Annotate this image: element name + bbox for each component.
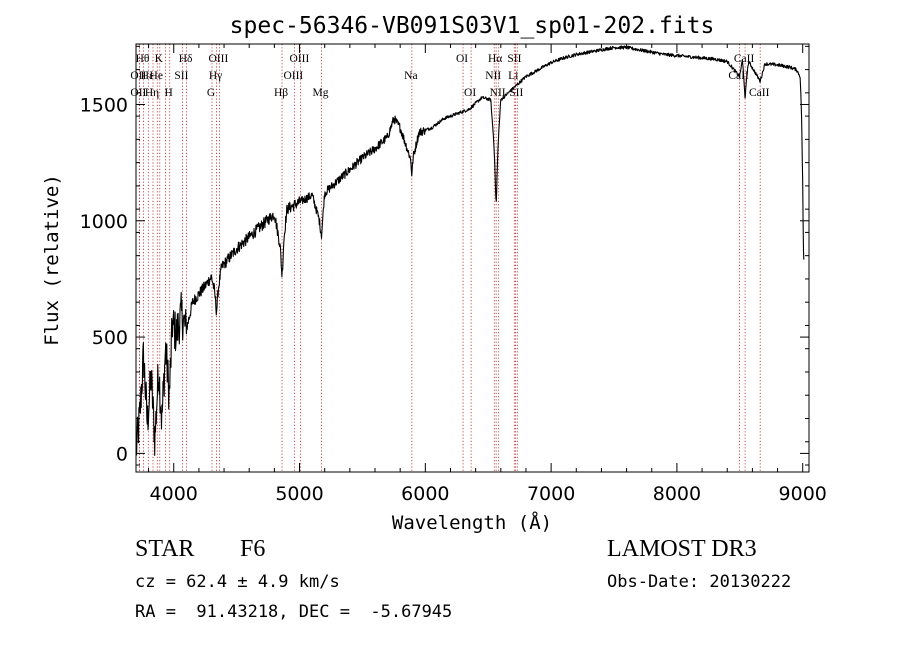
line-marker-label: OIII: [209, 53, 229, 65]
line-marker-label: OIII: [283, 70, 303, 82]
line-marker-label: OIII: [290, 53, 310, 65]
line-marker-label: He: [150, 70, 163, 82]
survey-name: LAMOST DR3: [607, 536, 757, 562]
coordinates-text: RA = 91.43218, DEC = -5.67945: [135, 602, 453, 622]
line-marker-labels: OIIOIIHθHεHηHeKHSIIHδGHγOIIIHβOIIIOIIIMg…: [130, 53, 769, 99]
line-marker-label: Hη: [145, 87, 159, 99]
line-marker-label: NII: [485, 70, 501, 82]
line-marker-label: CaII: [734, 53, 755, 65]
line-marker-label: Hθ: [136, 53, 150, 65]
redshift-text: cz = 62.4 ± 4.9 km/s: [135, 572, 340, 592]
x-axis-label: Wavelength (Å): [392, 511, 552, 534]
x-tick-label: 6000: [401, 483, 449, 505]
line-marker-label: K: [155, 53, 164, 65]
axis-tick-labels: 4000 5000 6000 7000 8000 9000 0 500 1000 1500: [80, 94, 827, 505]
line-marker-label: Hδ: [179, 53, 193, 65]
line-marker-label: CaII: [749, 87, 770, 99]
y-tick-label: 1500: [80, 94, 128, 116]
line-marker-label: Mg: [313, 87, 329, 99]
line-marker-label: G: [207, 87, 215, 99]
x-tick-label: 4000: [150, 483, 198, 505]
line-marker-label: SII: [509, 87, 523, 99]
object-subclass: F6: [240, 536, 266, 562]
chart-title: spec-56346-VB091S03V1_sp01-202.fits: [230, 13, 715, 39]
line-marker-label: Hβ: [274, 87, 288, 99]
line-marker-label: SII: [174, 70, 188, 82]
y-axis-label: Flux (relative): [41, 174, 63, 346]
line-marker-label: Hα: [488, 53, 502, 65]
line-marker-label: Hε: [141, 70, 154, 82]
line-marker-label: H: [165, 87, 173, 99]
line-marker-label: Na: [404, 70, 417, 82]
x-tick-label: 9000: [779, 483, 827, 505]
object-class: STAR: [135, 536, 195, 562]
line-marker-label: Li: [508, 70, 518, 82]
y-tick-label: 0: [116, 443, 128, 465]
y-tick-label: 500: [92, 327, 128, 349]
line-marker-label: Hγ: [209, 70, 222, 82]
x-tick-label: 5000: [275, 483, 323, 505]
line-marker-label: OII: [130, 70, 146, 82]
line-marker-label: SII: [507, 53, 521, 65]
line-marker-label: OI: [464, 87, 476, 99]
x-tick-label: 8000: [653, 483, 701, 505]
plot-frame: [135, 43, 810, 473]
y-tick-label: 1000: [80, 211, 128, 233]
spectrum-series-line: [135, 45, 805, 456]
line-markers: [138, 44, 761, 472]
obs-date-text: Obs-Date: 20130222: [607, 572, 792, 592]
line-marker-label: OI: [456, 53, 468, 65]
axis-ticks: [136, 44, 809, 472]
x-tick-label: 7000: [527, 483, 575, 505]
line-marker-label: NII: [490, 87, 506, 99]
